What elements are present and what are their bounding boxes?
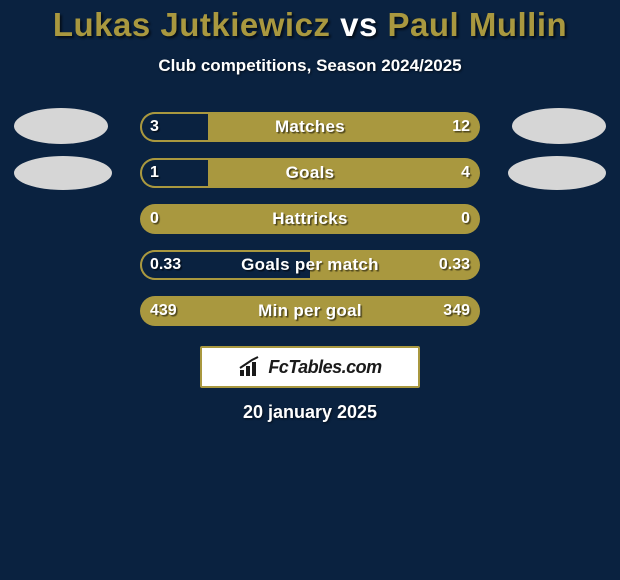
- logo-text: FcTables.com: [268, 357, 381, 378]
- stat-right-value: 349: [443, 296, 470, 326]
- stat-row: 1Goals4: [0, 150, 620, 196]
- stat-row: 0Hattricks0: [0, 196, 620, 242]
- subtitle: Club competitions, Season 2024/2025: [0, 56, 620, 76]
- date-label: 20 january 2025: [0, 402, 620, 423]
- stat-bar: 0.33Goals per match0.33: [140, 250, 480, 280]
- comparison-infographic: Lukas Jutkiewicz vs Paul Mullin Club com…: [0, 0, 620, 580]
- title-vs: vs: [340, 6, 378, 43]
- stat-row: 0.33Goals per match0.33: [0, 242, 620, 288]
- player1-name: Lukas Jutkiewicz: [53, 6, 331, 43]
- bar-chart-icon: [238, 356, 262, 378]
- stat-row: 3Matches12: [0, 104, 620, 150]
- stat-label: Goals: [140, 158, 480, 188]
- stat-label: Goals per match: [140, 250, 480, 280]
- player2-name: Paul Mullin: [388, 6, 568, 43]
- team-marker-ellipse: [512, 108, 606, 144]
- stat-right-value: 0.33: [439, 250, 470, 280]
- logo-box: FcTables.com: [200, 346, 420, 388]
- stat-right-value: 4: [461, 158, 470, 188]
- stat-label: Hattricks: [140, 204, 480, 234]
- stat-label: Min per goal: [140, 296, 480, 326]
- stat-bar: 3Matches12: [140, 112, 480, 142]
- page-title: Lukas Jutkiewicz vs Paul Mullin: [0, 6, 620, 44]
- stat-bar: 0Hattricks0: [140, 204, 480, 234]
- stat-rows: 3Matches12 1Goals4 0Hattricks0 0.33Goals pe…: [0, 104, 620, 334]
- stat-bar: 439Min per goal349: [140, 296, 480, 326]
- team-marker-ellipse: [508, 156, 606, 190]
- stat-row: 439Min per goal349: [0, 288, 620, 334]
- team-marker-ellipse: [14, 156, 112, 190]
- stat-label: Matches: [140, 112, 480, 142]
- stat-right-value: 0: [461, 204, 470, 234]
- stat-right-value: 12: [452, 112, 470, 142]
- stat-bar: 1Goals4: [140, 158, 480, 188]
- team-marker-ellipse: [14, 108, 108, 144]
